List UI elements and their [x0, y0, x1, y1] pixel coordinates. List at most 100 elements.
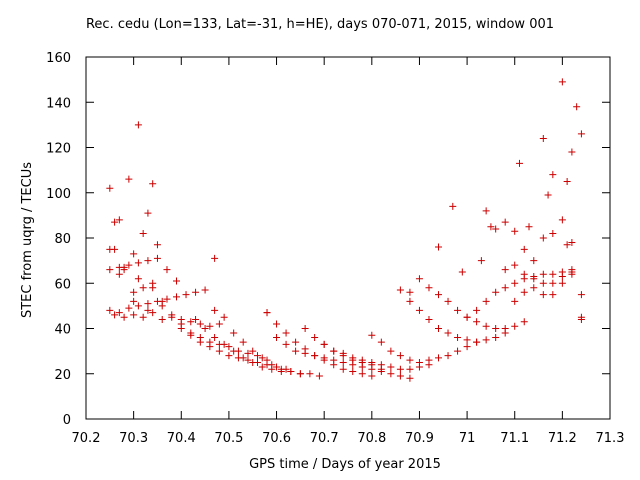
data-point [258, 363, 266, 371]
plot-frame [85, 56, 611, 420]
data-point [482, 322, 490, 330]
data-point [320, 354, 328, 362]
data-point [139, 284, 147, 292]
data-point [187, 318, 195, 326]
x-tick-label: 70.4 [167, 431, 196, 446]
data-point [201, 286, 209, 294]
data-point [311, 352, 319, 360]
x-tick-label: 71 [459, 431, 476, 446]
data-point [330, 347, 338, 355]
data-point [368, 331, 376, 339]
x-tick-label: 71.3 [596, 431, 625, 446]
data-point [377, 338, 385, 346]
data-point [511, 297, 519, 305]
data-point [444, 352, 452, 360]
data-point [130, 297, 138, 305]
data-point [406, 374, 414, 382]
data-point [144, 300, 152, 308]
y-tick-label: 80 [54, 232, 71, 247]
x-tick-label: 70.2 [72, 431, 101, 446]
data-point [425, 284, 433, 292]
data-point [301, 325, 309, 332]
data-point [244, 349, 252, 357]
data-point [149, 180, 157, 188]
data-point [220, 340, 228, 348]
data-point [206, 322, 214, 330]
data-point [134, 259, 142, 267]
data-point [492, 225, 500, 233]
data-point [511, 227, 519, 235]
data-point [296, 370, 304, 378]
data-point [211, 254, 219, 262]
data-point [544, 191, 552, 199]
data-point [492, 288, 500, 296]
data-point [220, 313, 228, 321]
chart-title: Rec. cedu (Lon=133, Lat=-31, h=HE), days… [85, 17, 555, 32]
data-point [182, 291, 190, 299]
data-point [473, 338, 481, 346]
data-point [415, 358, 423, 366]
data-point [153, 297, 161, 305]
data-point [192, 315, 200, 323]
data-point [501, 284, 509, 292]
y-axis-ticks: 0 20 40 60 80 100 120 140 160 [46, 51, 610, 428]
data-point [387, 370, 395, 378]
data-point [501, 218, 509, 226]
data-point [153, 254, 161, 262]
data-point [258, 354, 266, 362]
data-point [530, 275, 538, 283]
data-point [130, 311, 138, 319]
x-tick-label: 70.3 [119, 431, 148, 446]
data-point [577, 130, 585, 138]
data-point [273, 320, 281, 328]
data-point [425, 315, 433, 323]
data-point [444, 297, 452, 305]
data-point [249, 358, 257, 366]
x-axis-label: GPS time / Days of year 2015 [249, 457, 441, 472]
data-point [511, 261, 519, 269]
data-point [301, 349, 309, 357]
data-point [454, 334, 462, 342]
data-point [292, 338, 300, 346]
data-point [277, 365, 285, 373]
data-point [396, 372, 404, 380]
data-point [563, 241, 571, 249]
data-point [273, 363, 281, 371]
y-axis-label: STEC from uqrg / TECUs [20, 161, 35, 319]
data-point [211, 334, 219, 342]
data-point [387, 363, 395, 371]
data-point [520, 270, 528, 278]
data-point [306, 370, 314, 378]
data-point [239, 338, 247, 346]
data-point [253, 352, 261, 360]
x-tick-label: 71.1 [500, 431, 529, 446]
data-point [153, 241, 161, 249]
data-point [173, 293, 181, 301]
data-point [249, 347, 257, 355]
data-point [492, 325, 500, 332]
data-point [201, 325, 209, 332]
x-tick-label: 70.7 [310, 431, 339, 446]
data-point [196, 320, 204, 328]
data-point [225, 343, 233, 351]
data-point [192, 288, 200, 296]
data-point [115, 216, 123, 224]
data-point [187, 329, 195, 337]
data-point [330, 356, 338, 364]
data-point [144, 257, 152, 265]
data-point [482, 297, 490, 305]
data-point [339, 349, 347, 357]
data-point [577, 315, 585, 323]
data-point [120, 313, 128, 321]
data-point [463, 343, 471, 351]
data-point [511, 279, 519, 287]
y-tick-label: 100 [46, 187, 71, 202]
data-point [225, 352, 233, 360]
data-point [473, 318, 481, 326]
data-point [539, 279, 547, 287]
data-point [511, 322, 519, 330]
data-point [125, 304, 133, 312]
x-tick-label: 70.5 [214, 431, 243, 446]
data-point [282, 329, 290, 337]
y-tick-label: 120 [46, 142, 71, 157]
